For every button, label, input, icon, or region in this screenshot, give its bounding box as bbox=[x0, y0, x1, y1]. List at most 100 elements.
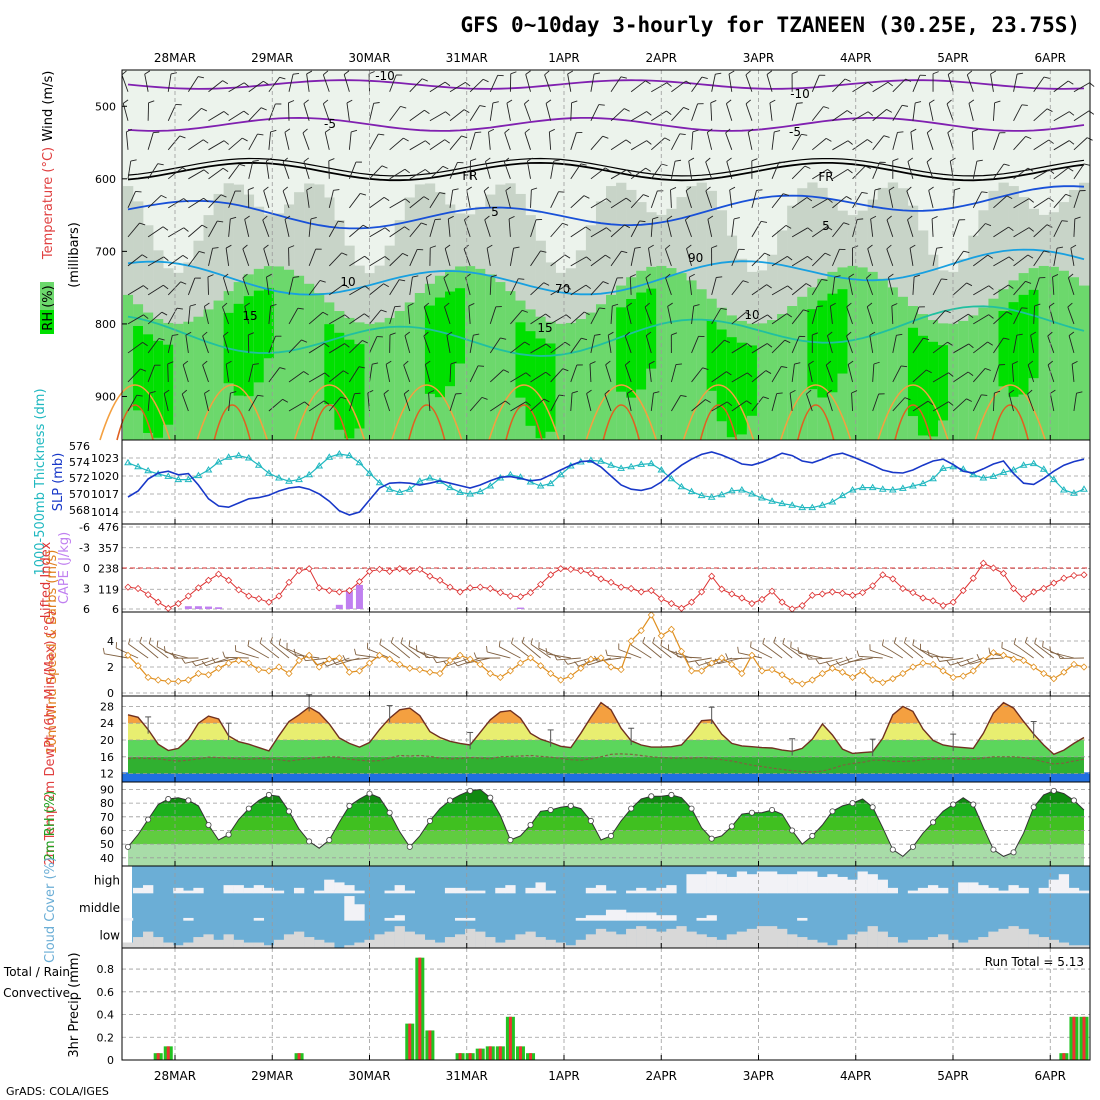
wind-barb bbox=[834, 275, 841, 278]
wind-barb bbox=[341, 252, 348, 256]
cloud-cell bbox=[746, 928, 758, 948]
chart-title: GFS 0~10day 3-hourly for TZANEEN (30.25E… bbox=[460, 13, 1080, 37]
rh-shade bbox=[465, 266, 476, 440]
wind-barb bbox=[142, 342, 148, 347]
wind-barb bbox=[404, 335, 411, 354]
wind-barb bbox=[262, 219, 270, 238]
rh-shade bbox=[495, 282, 506, 440]
cloud-cell bbox=[797, 937, 808, 948]
warm-isotherm bbox=[390, 384, 463, 441]
wind-barb bbox=[147, 163, 159, 180]
wind-barb bbox=[914, 274, 921, 278]
wind-barb bbox=[912, 306, 920, 325]
wind-barb bbox=[457, 657, 481, 667]
rh-marker bbox=[930, 819, 937, 826]
wind-barb bbox=[706, 132, 713, 150]
wind-barb bbox=[424, 169, 431, 174]
cloud-cell bbox=[907, 939, 919, 948]
wind-barb bbox=[553, 654, 558, 661]
wind-barb bbox=[364, 285, 370, 291]
wind-barb bbox=[248, 364, 254, 383]
wind-barb bbox=[171, 652, 175, 659]
thickness-axis-label: 1000-500mb Thickness (dm) bbox=[33, 388, 48, 575]
wind-barb bbox=[344, 314, 350, 319]
wind-barb bbox=[892, 335, 897, 354]
wind-barb bbox=[824, 252, 831, 257]
wind-barb bbox=[651, 110, 667, 122]
cloud-cell bbox=[414, 934, 426, 948]
wind-barb bbox=[873, 361, 880, 365]
wind-barb bbox=[389, 226, 405, 238]
cloud-cell bbox=[344, 896, 355, 921]
wind-barb bbox=[524, 128, 530, 134]
wind-barb bbox=[284, 219, 290, 237]
wind-barb bbox=[846, 306, 853, 325]
rh-shade bbox=[394, 311, 406, 440]
cloud-cell bbox=[1018, 928, 1029, 948]
wind-barb bbox=[610, 76, 622, 93]
rh-shade bbox=[1079, 285, 1090, 440]
wind-speed-marker bbox=[315, 663, 323, 671]
lifted-index-marker bbox=[144, 591, 152, 599]
wind-barb bbox=[731, 312, 746, 325]
rh-shade bbox=[384, 317, 395, 440]
wind-barb bbox=[586, 393, 592, 412]
wind-barb bbox=[804, 165, 811, 169]
wind-barb bbox=[102, 647, 105, 654]
wind-barb bbox=[344, 343, 350, 348]
wind-barb bbox=[545, 99, 552, 104]
wind-barb bbox=[891, 303, 898, 307]
rh-shade bbox=[857, 267, 868, 440]
wind-barb bbox=[643, 194, 650, 198]
wind-barb bbox=[1069, 111, 1075, 116]
isotherm-label: 10 bbox=[744, 308, 759, 322]
wind-barb bbox=[751, 314, 768, 325]
wind-speed-marker bbox=[265, 667, 273, 675]
wind-barb bbox=[421, 222, 428, 226]
rh-marker bbox=[970, 801, 977, 808]
cloud-cell bbox=[726, 876, 737, 894]
wind-barb bbox=[445, 111, 451, 116]
wind-barb bbox=[907, 157, 914, 162]
isotherm-label: 15 bbox=[242, 309, 257, 323]
warm-isotherm bbox=[310, 404, 349, 441]
date-label-bottom: 1APR bbox=[548, 1069, 579, 1083]
date-label-top: 29MAR bbox=[251, 51, 293, 65]
wind-barb bbox=[162, 226, 169, 231]
wind-speed-marker bbox=[939, 667, 947, 675]
cloud-cell bbox=[897, 942, 909, 948]
lifted-index-marker bbox=[798, 602, 806, 610]
wind-barb bbox=[564, 341, 571, 346]
wind-barb bbox=[345, 657, 370, 661]
wind-barb bbox=[787, 285, 793, 290]
temp-bands bbox=[128, 702, 1084, 774]
wind-barb bbox=[926, 369, 932, 374]
rh-marker bbox=[145, 816, 152, 823]
wind-barb bbox=[389, 279, 400, 296]
wind-barb bbox=[786, 313, 793, 318]
wind-barb bbox=[499, 646, 521, 659]
wind-speed-marker bbox=[788, 677, 796, 685]
wind-speed-marker bbox=[1030, 663, 1038, 671]
wind-barb bbox=[650, 218, 654, 237]
wind-barb bbox=[349, 193, 361, 209]
wind-barb bbox=[140, 368, 147, 372]
wind-barb bbox=[262, 215, 268, 221]
wind-barb bbox=[310, 216, 317, 220]
wind-barb bbox=[389, 332, 396, 336]
wind-barb bbox=[852, 111, 869, 122]
wind-barb bbox=[279, 76, 286, 80]
wind-barb bbox=[308, 372, 325, 383]
wind-barb bbox=[571, 100, 578, 104]
lifted-index-tick: 0 bbox=[83, 562, 90, 575]
wind-barb bbox=[1030, 331, 1036, 336]
wind-barb bbox=[993, 311, 1008, 325]
wind-barb bbox=[886, 215, 892, 221]
wind-barb bbox=[127, 160, 132, 179]
wind-barb bbox=[650, 137, 666, 151]
wind-barb bbox=[185, 335, 189, 354]
wind-barb bbox=[530, 343, 547, 354]
wind-barb bbox=[259, 637, 263, 644]
wind-barb bbox=[771, 393, 778, 412]
